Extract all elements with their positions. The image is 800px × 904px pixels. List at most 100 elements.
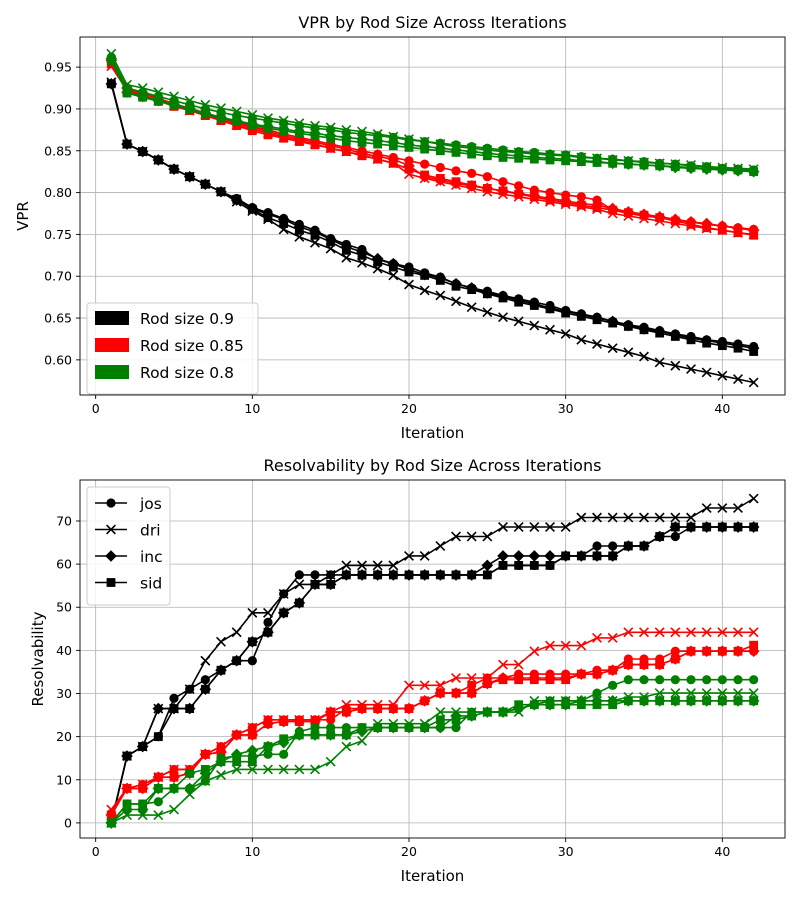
series-group: [105, 48, 760, 388]
data-point: [435, 162, 445, 173]
data-point: [435, 570, 445, 580]
data-point: [608, 318, 618, 328]
data-point: [733, 522, 743, 532]
data-point: [686, 646, 696, 656]
data-point: [686, 364, 696, 375]
data-point: [623, 322, 633, 331]
data-point: [357, 560, 367, 571]
data-point: [529, 320, 540, 331]
x-tick-label: 40: [714, 844, 730, 859]
data-point: [467, 570, 477, 580]
chart-title: Resolvability by Rod Size Across Iterati…: [264, 456, 602, 475]
data-point: [717, 522, 727, 532]
data-point: [498, 522, 508, 532]
x-tick-label: 0: [92, 401, 100, 416]
legend-swatch: [95, 365, 129, 379]
series-line: [110, 61, 754, 231]
data-point: [420, 159, 430, 169]
data-point: [654, 512, 665, 523]
data-point: [216, 770, 226, 780]
data-point: [561, 700, 571, 710]
data-point: [279, 133, 289, 143]
data-point: [263, 130, 273, 140]
data-point: [498, 561, 508, 570]
data-point: [623, 696, 633, 706]
data-point: [263, 123, 273, 133]
data-point: [373, 570, 383, 580]
data-point: [294, 128, 304, 138]
data-point: [341, 707, 351, 717]
data-point: [420, 170, 430, 180]
data-point: [279, 734, 289, 744]
data-point: [733, 503, 743, 514]
data-point: [153, 772, 163, 782]
data-point: [200, 749, 210, 759]
data-point: [466, 673, 477, 683]
legend-swatch: [95, 311, 129, 325]
data-point: [341, 147, 351, 156]
data-point: [592, 551, 602, 561]
data-point: [106, 56, 116, 65]
data-point: [388, 723, 398, 732]
data-point: [294, 764, 305, 775]
data-point: [169, 783, 179, 793]
data-point: [608, 680, 618, 690]
data-point: [420, 270, 430, 280]
data-point: [184, 684, 195, 695]
data-point: [216, 757, 226, 767]
data-point: [639, 512, 649, 523]
data-point: [686, 696, 696, 706]
data-point: [639, 541, 649, 551]
data-point: [639, 351, 649, 362]
data-point: [435, 707, 446, 718]
vpr-chart: 0 10 20 30 40 0.60 0.65 0.70 0.75 0.80 0.85 0.90 0.9…: [14, 13, 786, 442]
data-point: [200, 776, 211, 787]
data-point: [639, 696, 649, 706]
data-point: [263, 113, 273, 124]
data-point: [545, 561, 555, 570]
data-point: [232, 117, 242, 126]
data-point: [247, 126, 257, 136]
data-point: [263, 749, 273, 759]
data-point: [169, 164, 179, 174]
data-point: [655, 161, 665, 171]
data-point: [623, 208, 633, 218]
data-point: [435, 688, 445, 698]
data-point: [560, 522, 571, 532]
data-point: [529, 301, 539, 310]
data-point: [200, 179, 210, 189]
x-tick-label: 20: [401, 401, 417, 416]
data-point: [512, 550, 525, 562]
data-point: [153, 87, 164, 98]
data-point: [341, 741, 352, 752]
data-point: [247, 204, 257, 214]
data-point: [357, 723, 367, 732]
data-point: [733, 675, 743, 685]
data-point: [608, 700, 618, 710]
data-point: [670, 654, 680, 664]
data-point: [576, 311, 586, 321]
y-tick-label: 0.90: [44, 101, 72, 116]
data-point: [639, 627, 649, 638]
y-tick-label: 0.95: [44, 60, 72, 75]
series-line: [110, 699, 754, 824]
data-point: [529, 700, 539, 710]
data-point: [717, 225, 727, 235]
series-group: [105, 493, 760, 829]
series-sid-rod-size-0.8: [106, 696, 759, 828]
data-point: [404, 704, 414, 714]
data-point: [247, 730, 257, 740]
data-point: [341, 252, 352, 263]
x-tick-label: 30: [558, 401, 574, 416]
legend-swatch: [95, 338, 129, 352]
data-point: [122, 88, 132, 98]
data-point: [263, 213, 273, 223]
data-point: [230, 748, 243, 761]
data-point: [153, 797, 163, 807]
data-point: [545, 304, 555, 314]
data-point: [498, 186, 508, 196]
data-point: [420, 723, 430, 732]
data-point: [183, 782, 196, 795]
data-point: [481, 559, 494, 572]
data-point: [279, 219, 289, 228]
